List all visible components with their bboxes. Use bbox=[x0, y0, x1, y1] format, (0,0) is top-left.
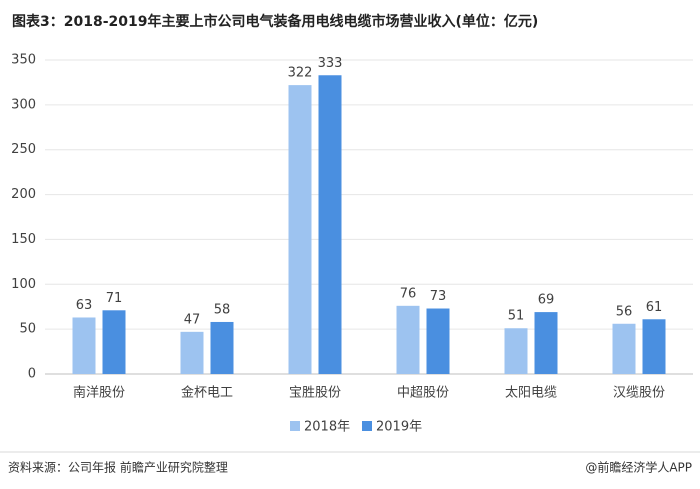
bar bbox=[180, 331, 204, 374]
data-label: 51 bbox=[508, 309, 525, 324]
data-label: 56 bbox=[616, 304, 633, 319]
data-label: 63 bbox=[76, 298, 93, 313]
bar bbox=[318, 75, 342, 374]
data-label: 73 bbox=[430, 289, 447, 304]
x-tick-label: 宝胜股份 bbox=[289, 386, 341, 401]
legend-label: 2019年 bbox=[376, 420, 422, 435]
x-tick-label: 中超股份 bbox=[397, 386, 449, 401]
chart-title: 图表3：2018-2019年主要上市公司电气装备用电线电缆市场营业收入(单位：亿… bbox=[12, 13, 538, 30]
data-label: 58 bbox=[214, 302, 231, 317]
data-label: 69 bbox=[538, 293, 555, 308]
y-tick-label: 0 bbox=[28, 367, 36, 382]
data-label: 47 bbox=[184, 312, 201, 327]
y-tick-label: 300 bbox=[11, 97, 36, 112]
y-tick-label: 200 bbox=[11, 187, 36, 202]
credit: @前瞻经济学人APP bbox=[585, 460, 692, 475]
bar bbox=[102, 310, 126, 374]
bar bbox=[72, 317, 96, 374]
legend-swatch bbox=[362, 421, 372, 431]
legend-swatch bbox=[290, 421, 300, 431]
y-tick-label: 100 bbox=[11, 277, 36, 292]
y-tick-label: 250 bbox=[11, 142, 36, 157]
y-tick-label: 150 bbox=[11, 232, 36, 247]
legend-label: 2018年 bbox=[304, 420, 350, 435]
data-label: 76 bbox=[400, 286, 417, 301]
bar bbox=[426, 308, 450, 374]
y-tick-label: 350 bbox=[11, 53, 36, 68]
bar bbox=[642, 319, 666, 374]
data-label: 322 bbox=[288, 66, 313, 81]
bar bbox=[288, 85, 312, 375]
bar bbox=[612, 323, 636, 374]
x-tick-label: 汉缆股份 bbox=[613, 385, 665, 401]
y-tick-label: 50 bbox=[19, 322, 36, 337]
bar bbox=[534, 312, 558, 374]
x-tick-label: 金杯电工 bbox=[181, 385, 233, 401]
data-label: 333 bbox=[318, 56, 343, 71]
source: 资料来源：公司年报 前瞻产业研究院整理 bbox=[8, 460, 228, 475]
x-tick-label: 太阳电缆 bbox=[505, 385, 557, 401]
bar bbox=[504, 328, 528, 374]
data-label: 71 bbox=[106, 291, 123, 306]
bar bbox=[396, 305, 420, 374]
data-label: 61 bbox=[646, 300, 663, 315]
x-tick-label: 南洋股份 bbox=[73, 385, 125, 401]
bar bbox=[210, 321, 234, 374]
